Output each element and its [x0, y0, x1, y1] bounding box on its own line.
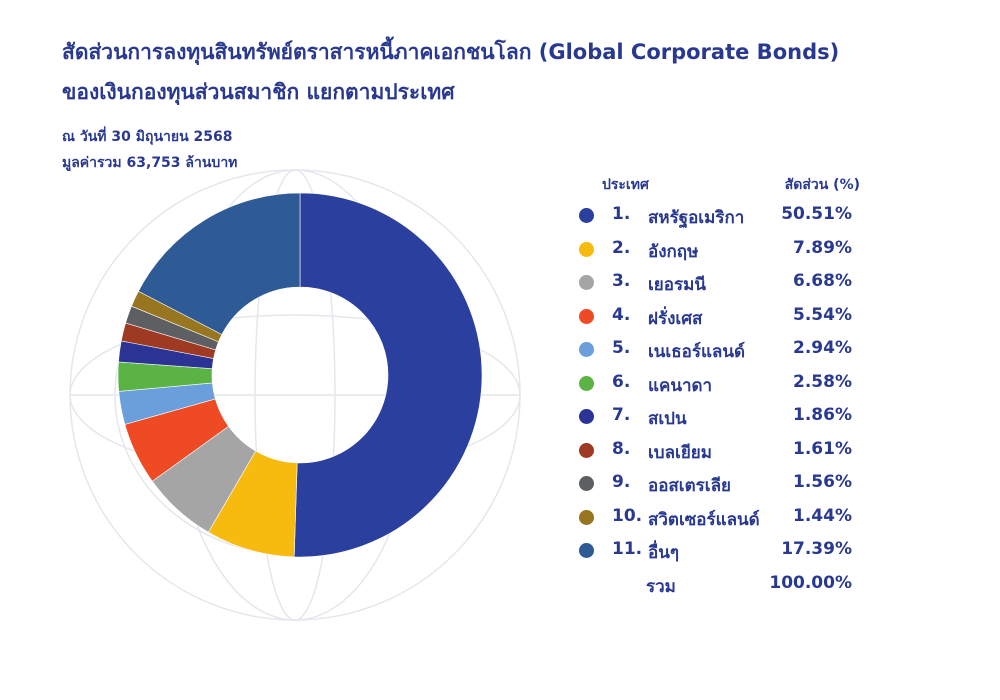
- legend-item-value: 1.44%: [793, 505, 852, 526]
- legend-swatch: [579, 241, 594, 257]
- legend-swatch: [579, 442, 594, 458]
- legend-item-label: เยอรมนี: [648, 275, 706, 295]
- chart-title-line2: ของเงินกองทุนส่วนสมาชิก แยกตามประเทศ: [62, 80, 455, 104]
- legend-swatch: [579, 409, 594, 424]
- legend-swatch: [579, 308, 594, 324]
- legend-item-label: เนเธอร์แลนด์: [648, 342, 745, 362]
- legend-total-label: รวม: [646, 576, 676, 597]
- legend-item-value: 1.56%: [793, 472, 852, 492]
- legend-item-value: 17.39%: [781, 539, 852, 559]
- legend-item-value: 1.61%: [793, 438, 852, 459]
- legend-item-label: อื่นๆ: [648, 543, 679, 563]
- legend-swatch: [579, 543, 594, 558]
- legend-swatch: [579, 275, 594, 290]
- legend-total-row: รวม 100.00%: [570, 569, 870, 603]
- legend-item-number: 2.: [612, 237, 631, 258]
- legend-item-number: 8.: [612, 438, 631, 459]
- legend-item: 2. อังกฤษ 7.89%: [570, 234, 870, 268]
- legend-item-value: 7.89%: [793, 237, 852, 258]
- legend-item-number: 1.: [612, 204, 631, 224]
- legend-header-share: สัดส่วน (%): [784, 177, 860, 193]
- legend-item-value: 50.51%: [781, 204, 852, 224]
- donut-slice: [138, 192, 301, 335]
- legend-item-label: สเปน: [648, 409, 687, 429]
- legend-total-value: 100.00%: [769, 572, 852, 593]
- legend-item: 9. ออสเตรเลีย 1.56%: [570, 468, 870, 502]
- legend-item-label: เบลเยียม: [648, 442, 712, 463]
- legend-item: 1. สหรัฐอเมริกา 50.51%: [570, 200, 870, 234]
- legend-swatch: [579, 342, 594, 357]
- legend-item-label: แคนาดา: [648, 375, 713, 396]
- legend-item-value: 5.54%: [793, 304, 852, 325]
- legend-item: 10. สวิตเซอร์แลนด์ 1.44%: [570, 502, 870, 536]
- legend-item-number: 11.: [612, 539, 643, 559]
- legend-item-value: 2.94%: [793, 338, 852, 358]
- legend-header: ประเทศ สัดส่วน (%): [570, 170, 870, 200]
- legend-item-label: ออสเตรเลีย: [648, 476, 731, 496]
- legend-item: 11. อื่นๆ 17.39%: [570, 535, 870, 569]
- legend-item-label: สหรัฐอเมริกา: [648, 208, 745, 228]
- legend-item: 3. เยอรมนี 6.68%: [570, 267, 870, 301]
- legend-item-label: อังกฤษ: [648, 241, 699, 262]
- legend-item-number: 9.: [612, 472, 631, 492]
- legend-item-number: 7.: [612, 405, 631, 425]
- legend-swatch: [579, 208, 594, 223]
- legend-item: 6. แคนาดา 2.58%: [570, 368, 870, 402]
- legend-swatch: [579, 476, 594, 491]
- legend-item-number: 4.: [612, 304, 631, 325]
- legend-item: 5. เนเธอร์แลนด์ 2.94%: [570, 334, 870, 368]
- legend-item: 8. เบลเยียม 1.61%: [570, 435, 870, 469]
- legend-item-value: 1.86%: [793, 405, 852, 425]
- donut-slice: [293, 192, 483, 558]
- chart-title-line1: สัดส่วนการลงทุนสินทรัพย์ตราสารหนี้ภาคเอก…: [62, 40, 840, 64]
- legend-item-number: 5.: [612, 338, 631, 358]
- subtitle-total-value: มูลค่ารวม 63,753 ล้านบาท: [62, 155, 238, 171]
- subtitle-date: ณ วันที่ 30 มิถุนายน 2568: [62, 129, 233, 145]
- legend: ประเทศ สัดส่วน (%) 1. สหรัฐอเมริกา 50.51% 2…: [570, 170, 870, 602]
- legend-header-country: ประเทศ: [602, 177, 649, 193]
- legend-item-value: 2.58%: [793, 371, 852, 392]
- legend-item-number: 10.: [612, 505, 643, 526]
- legend-rows: 1. สหรัฐอเมริกา 50.51% 2. อังกฤษ 7.89% 3. เยอรม…: [570, 200, 870, 569]
- legend-item-number: 3.: [612, 271, 631, 291]
- legend-item-label: ฝรั่งเศส: [648, 308, 703, 329]
- legend-item: 7. สเปน 1.86%: [570, 401, 870, 435]
- legend-item-label: สวิตเซอร์แลนด์: [648, 509, 760, 530]
- legend-item: 4. ฝรั่งเศส 5.54%: [570, 301, 870, 335]
- legend-swatch: [579, 509, 594, 525]
- legend-item-value: 6.68%: [793, 271, 852, 291]
- donut-chart: [117, 192, 483, 558]
- legend-swatch: [579, 375, 594, 391]
- legend-item-number: 6.: [612, 371, 631, 392]
